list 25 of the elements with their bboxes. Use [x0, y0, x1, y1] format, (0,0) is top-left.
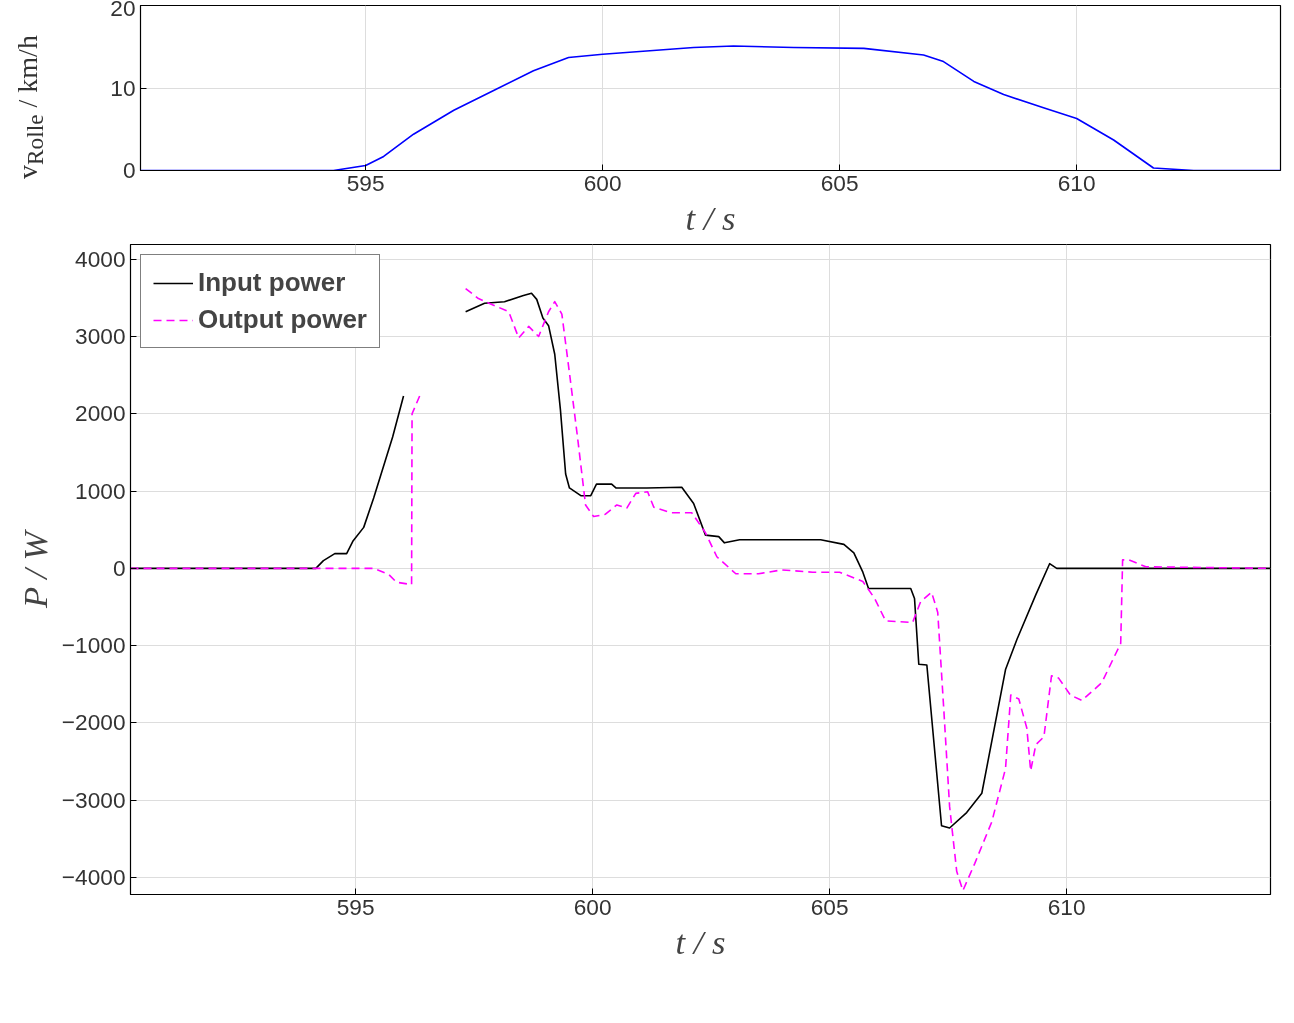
x-tick-label: 610	[1047, 893, 1086, 920]
y-tick-label: 20	[110, 0, 136, 21]
y-tick-label: 3000	[75, 322, 126, 349]
y-tick-label: 0	[122, 157, 136, 183]
y-tick-label: 10	[110, 74, 136, 101]
x-tick-label: 605	[820, 169, 859, 196]
x-tick-label: 605	[810, 893, 849, 920]
x-tick-label: 610	[1057, 169, 1096, 196]
y-tick-label: −4000	[61, 864, 126, 890]
y-tick-label: 0	[112, 554, 126, 581]
y-tick-label: −2000	[61, 709, 126, 736]
x-axis-title: t / s	[685, 198, 736, 237]
x-axis-title: t / s	[675, 922, 726, 961]
y-tick-label: 1000	[75, 477, 126, 504]
y-tick-label: −3000	[61, 786, 126, 813]
y-tick-label: 2000	[75, 400, 126, 427]
x-tick-label: 595	[336, 893, 375, 920]
x-tick-label: 600	[583, 169, 622, 196]
legend-label: Output power	[198, 304, 367, 335]
x-tick-label: 600	[573, 893, 612, 920]
y-tick-label: 4000	[75, 245, 126, 272]
y-axis-title: P / W	[15, 528, 54, 609]
x-tick-label: 595	[346, 169, 385, 196]
y-tick-label: −1000	[61, 632, 126, 659]
legend-label: Input power	[198, 267, 346, 298]
